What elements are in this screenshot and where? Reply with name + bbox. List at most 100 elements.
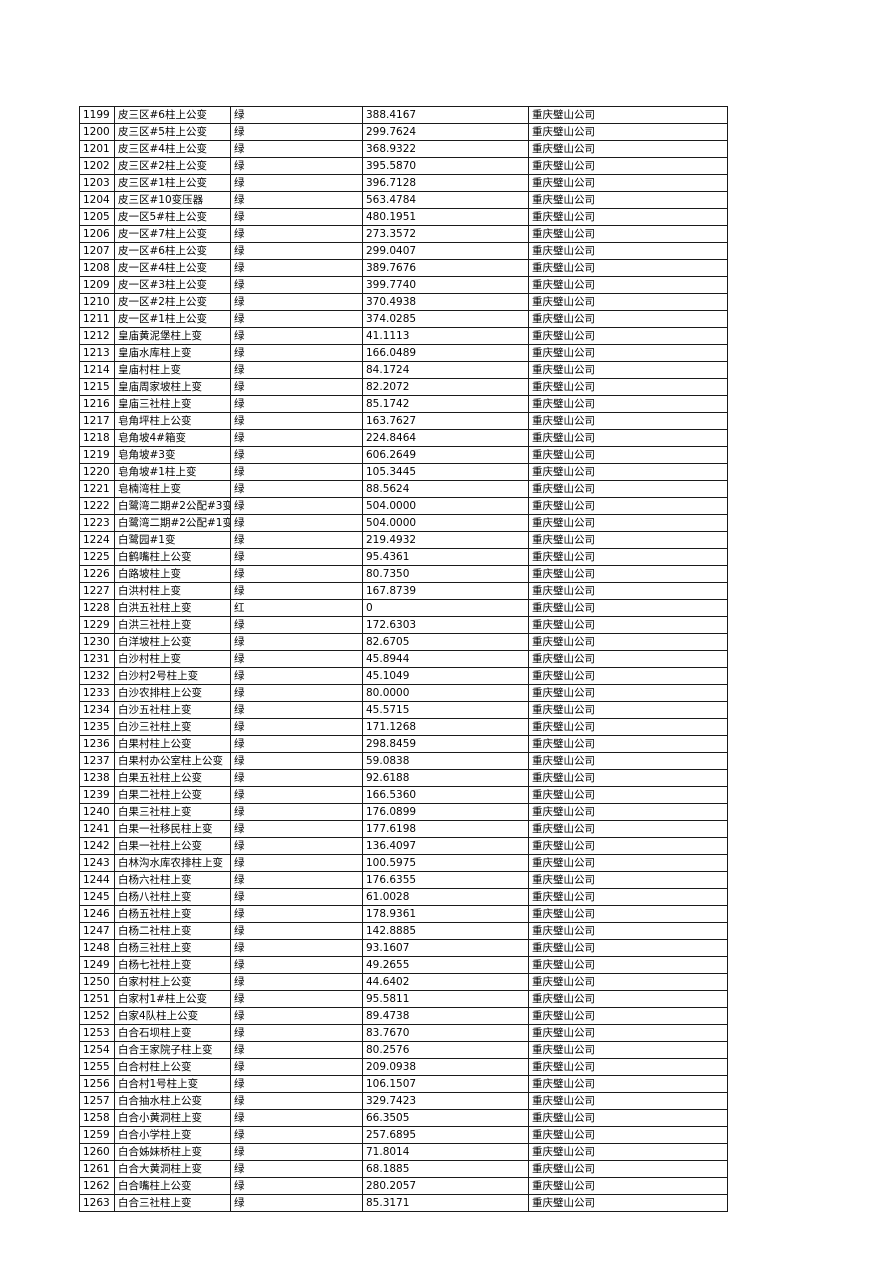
- value-cell: 480.1951: [362, 208, 529, 226]
- row-index-cell: 1241: [79, 820, 115, 838]
- row-index-cell: 1211: [79, 310, 115, 328]
- table-row: 1235 白沙三社柱上变绿 171.1268 重庆璧山公司: [79, 718, 728, 736]
- table-row: 1202 皮三区#2柱上公变绿 395.5870 重庆璧山公司: [79, 157, 728, 175]
- status-cell: 绿: [230, 956, 363, 974]
- status-cell: 绿: [230, 463, 363, 481]
- device-name-cell: 白沙三社柱上变: [114, 718, 231, 736]
- organization-cell: 重庆璧山公司: [528, 514, 728, 532]
- organization-cell: 重庆璧山公司: [528, 786, 728, 804]
- table-row: 1247 白杨二社柱上变绿 142.8885 重庆璧山公司: [79, 922, 728, 940]
- status-cell: 绿: [230, 310, 363, 328]
- device-name-cell: 白合抽水柱上公变: [114, 1092, 231, 1110]
- table-row: 1232 白沙村2号柱上变绿 45.1049 重庆璧山公司: [79, 667, 728, 685]
- device-name-cell: 皂楠湾柱上变: [114, 480, 231, 498]
- device-name-cell: 白杨六社柱上变: [114, 871, 231, 889]
- organization-cell: 重庆璧山公司: [528, 378, 728, 396]
- status-cell: 绿: [230, 1075, 363, 1093]
- status-cell: 绿: [230, 905, 363, 923]
- table-row: 1211 皮一区#1柱上公变绿 374.0285 重庆璧山公司: [79, 310, 728, 328]
- value-cell: 44.6402: [362, 973, 529, 991]
- table-row: 1214 皇庙村柱上变绿 84.1724 重庆璧山公司: [79, 361, 728, 379]
- table-row: 1240 白果三社柱上变绿 176.0899 重庆璧山公司: [79, 803, 728, 821]
- value-cell: 136.4097: [362, 837, 529, 855]
- value-cell: 105.3445: [362, 463, 529, 481]
- value-cell: 163.7627: [362, 412, 529, 430]
- value-cell: 368.9322: [362, 140, 529, 158]
- value-cell: 49.2655: [362, 956, 529, 974]
- row-index-cell: 1224: [79, 531, 115, 549]
- device-name-cell: 白林沟水库农排柱上变: [114, 854, 231, 872]
- organization-cell: 重庆璧山公司: [528, 684, 728, 702]
- row-index-cell: 1249: [79, 956, 115, 974]
- row-index-cell: 1212: [79, 327, 115, 345]
- device-name-cell: 皂角坡4#箱变: [114, 429, 231, 447]
- device-name-cell: 白合大黄洞柱上变: [114, 1160, 231, 1178]
- status-cell: 绿: [230, 157, 363, 175]
- row-index-cell: 1232: [79, 667, 115, 685]
- value-cell: 167.8739: [362, 582, 529, 600]
- organization-cell: 重庆璧山公司: [528, 1194, 728, 1212]
- device-name-cell: 皂角坪柱上公变: [114, 412, 231, 430]
- row-index-cell: 1205: [79, 208, 115, 226]
- row-index-cell: 1221: [79, 480, 115, 498]
- device-name-cell: 白杨五社柱上变: [114, 905, 231, 923]
- row-index-cell: 1254: [79, 1041, 115, 1059]
- organization-cell: 重庆璧山公司: [528, 871, 728, 889]
- row-index-cell: 1238: [79, 769, 115, 787]
- row-index-cell: 1262: [79, 1177, 115, 1195]
- value-cell: 80.2576: [362, 1041, 529, 1059]
- status-cell: 绿: [230, 769, 363, 787]
- device-name-cell: 白果五社柱上公变: [114, 769, 231, 787]
- device-name-cell: 皮一区#4柱上公变: [114, 259, 231, 277]
- row-index-cell: 1206: [79, 225, 115, 243]
- value-cell: 80.7350: [362, 565, 529, 583]
- table-row: 1255 白合村柱上公变绿 209.0938 重庆璧山公司: [79, 1058, 728, 1076]
- table-row: 1216 皇庙三社柱上变绿 85.1742 重庆璧山公司: [79, 395, 728, 413]
- value-cell: 166.0489: [362, 344, 529, 362]
- status-cell: 绿: [230, 633, 363, 651]
- table-row: 1226 白路坡柱上变绿 80.7350 重庆璧山公司: [79, 565, 728, 583]
- table-row: 1252 白家4队柱上公变绿 89.4738 重庆璧山公司: [79, 1007, 728, 1025]
- status-cell: 绿: [230, 123, 363, 141]
- row-index-cell: 1222: [79, 497, 115, 515]
- table-row: 1225 白鹤嘴柱上公变绿 95.4361 重庆璧山公司: [79, 548, 728, 566]
- device-name-cell: 白杨二社柱上变: [114, 922, 231, 940]
- value-cell: 88.5624: [362, 480, 529, 498]
- value-cell: 45.5715: [362, 701, 529, 719]
- row-index-cell: 1208: [79, 259, 115, 277]
- status-cell: 绿: [230, 140, 363, 158]
- device-name-cell: 白杨八社柱上变: [114, 888, 231, 906]
- device-name-cell: 白合三社柱上变: [114, 1194, 231, 1212]
- organization-cell: 重庆璧山公司: [528, 446, 728, 464]
- organization-cell: 重庆璧山公司: [528, 616, 728, 634]
- table-row: 1219 皂角坡#3变绿 606.2649 重庆璧山公司: [79, 446, 728, 464]
- table-row: 1227 白洪村柱上变绿 167.8739 重庆璧山公司: [79, 582, 728, 600]
- device-name-cell: 白洋坡柱上公变: [114, 633, 231, 651]
- organization-cell: 重庆璧山公司: [528, 1058, 728, 1076]
- row-index-cell: 1230: [79, 633, 115, 651]
- row-index-cell: 1234: [79, 701, 115, 719]
- device-name-cell: 皮三区#4柱上公变: [114, 140, 231, 158]
- row-index-cell: 1250: [79, 973, 115, 991]
- organization-cell: 重庆璧山公司: [528, 1160, 728, 1178]
- row-index-cell: 1217: [79, 412, 115, 430]
- row-index-cell: 1227: [79, 582, 115, 600]
- status-cell: 绿: [230, 1007, 363, 1025]
- status-cell: 绿: [230, 1194, 363, 1212]
- value-cell: 374.0285: [362, 310, 529, 328]
- row-index-cell: 1207: [79, 242, 115, 260]
- value-cell: 563.4784: [362, 191, 529, 209]
- status-cell: 绿: [230, 701, 363, 719]
- table-row: 1239 白果二社柱上公变绿 166.5360 重庆璧山公司: [79, 786, 728, 804]
- device-name-cell: 皮一区#2柱上公变: [114, 293, 231, 311]
- value-cell: 93.1607: [362, 939, 529, 957]
- value-cell: 45.1049: [362, 667, 529, 685]
- table-row: 1209 皮一区#3柱上公变绿 399.7740 重庆璧山公司: [79, 276, 728, 294]
- device-name-cell: 皇庙三社柱上变: [114, 395, 231, 413]
- status-cell: 绿: [230, 1143, 363, 1161]
- row-index-cell: 1242: [79, 837, 115, 855]
- value-cell: 92.6188: [362, 769, 529, 787]
- status-cell: 绿: [230, 786, 363, 804]
- row-index-cell: 1233: [79, 684, 115, 702]
- organization-cell: 重庆璧山公司: [528, 293, 728, 311]
